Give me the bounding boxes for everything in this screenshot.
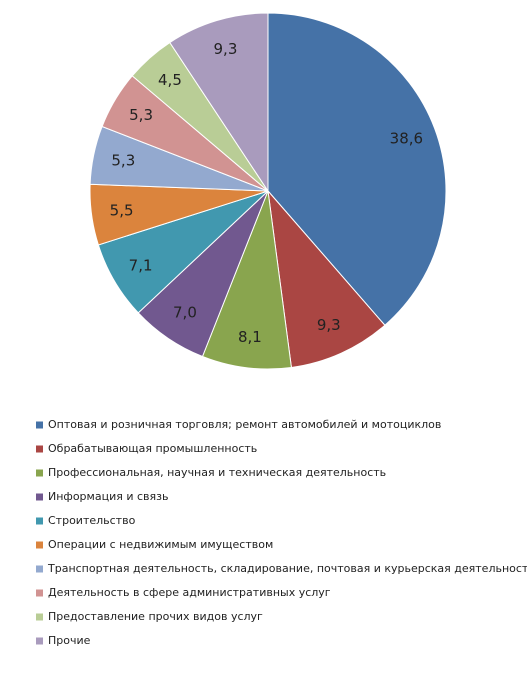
pie-slice — [267, 12, 447, 326]
legend-swatch — [36, 517, 43, 525]
value-label: 5,5 — [110, 201, 134, 219]
legend-swatch — [36, 541, 43, 549]
value-label: 4,5 — [158, 71, 182, 89]
legend-label: Операции с недвижимым имуществом — [48, 538, 273, 551]
value-label: 8,1 — [238, 328, 262, 346]
legend-swatch — [36, 589, 43, 597]
legend-label: Строительство — [48, 514, 136, 527]
legend-swatch — [36, 493, 43, 501]
value-label: 38,6 — [390, 130, 423, 148]
legend-swatch — [36, 565, 43, 573]
legend-label: Информация и связь — [48, 490, 168, 503]
value-label: 7,0 — [173, 304, 197, 322]
legend-label: Профессиональная, научная и техническая … — [48, 466, 386, 479]
value-label: 9,3 — [214, 40, 238, 58]
legend-label: Транспортная деятельность, складирование… — [47, 562, 527, 575]
value-label: 5,3 — [111, 152, 135, 170]
pie-slice — [267, 189, 386, 369]
legend-label: Прочие — [48, 634, 91, 647]
legend-swatch — [36, 613, 43, 621]
pie-slice — [169, 12, 269, 193]
legend-swatch — [36, 637, 43, 645]
value-label: 5,3 — [129, 106, 153, 124]
legend-swatch — [36, 445, 43, 453]
value-label: 7,1 — [129, 256, 153, 274]
legend-label: Деятельность в сфере административных ус… — [48, 586, 331, 599]
legend-label: Обрабатывающая промышленность — [48, 442, 257, 455]
legend-label: Предоставление прочих видов услуг — [48, 610, 263, 623]
pie-slice — [201, 189, 292, 370]
legend-label: Оптовая и розничная торговля; ремонт авт… — [48, 418, 441, 431]
value-label: 9,3 — [317, 316, 341, 334]
legend-swatch — [36, 421, 43, 429]
legend-swatch — [36, 469, 43, 477]
